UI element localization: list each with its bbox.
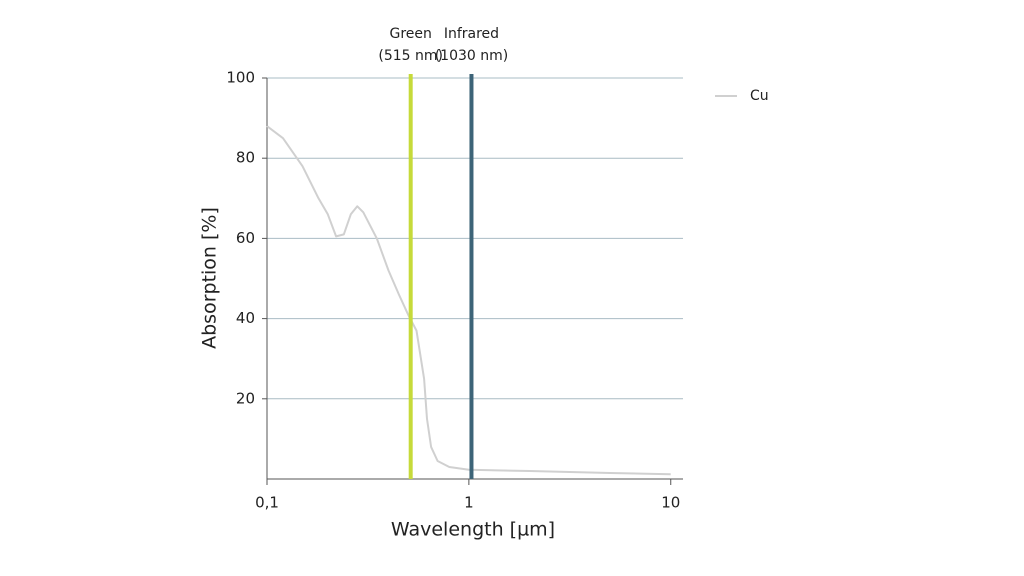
x-tick-label: 10 <box>661 494 680 512</box>
data-line <box>266 125 671 476</box>
x-tick-label: 0,1 <box>255 494 279 512</box>
annotation-sublabel: (515 nm) <box>378 48 443 64</box>
y-tick-label: 60 <box>236 229 255 247</box>
y-tick-label: 40 <box>236 309 255 327</box>
annotation-label: Green <box>389 26 431 42</box>
x-axis-label: Wavelength [µm] <box>391 519 555 541</box>
y-tick-label: 80 <box>236 149 255 167</box>
annotation-label: Infrared <box>444 26 499 42</box>
legend-label: Cu <box>750 88 769 104</box>
y-tick-label: 100 <box>226 69 255 87</box>
annotation-sublabel: (1030 nm) <box>435 48 509 64</box>
y-tick-label: 20 <box>236 389 255 407</box>
y-axis-label: Absorption [%] <box>199 207 221 349</box>
x-tick-label: 1 <box>464 494 474 512</box>
